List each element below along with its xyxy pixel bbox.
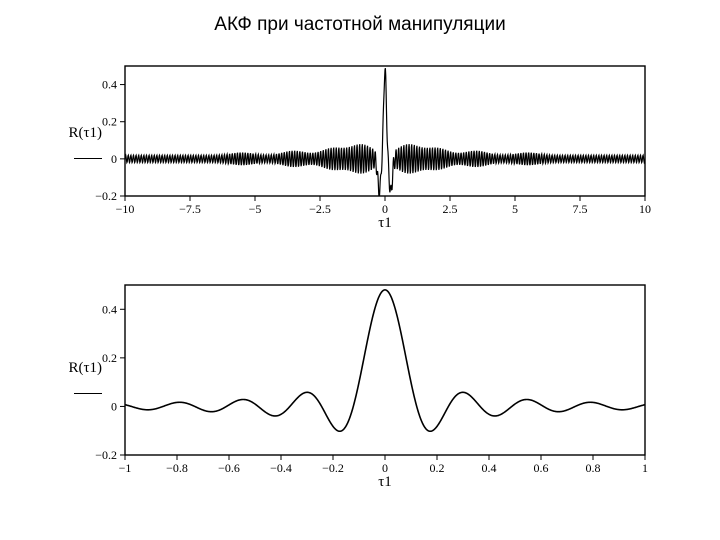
page-title: АКФ при частотной манипуляции xyxy=(0,0,720,40)
xtick-label: 10 xyxy=(639,202,651,216)
ytick-label: −0.2 xyxy=(95,448,117,462)
xtick-label: −0.8 xyxy=(166,461,188,475)
plot-frame xyxy=(125,285,645,455)
xtick-label: 7.5 xyxy=(573,202,588,216)
chart-top: −10 −7.5 −5 −2.5 0 2.5 5 7.5 10 −0.2 0 0.2 0.4 τ1 xyxy=(85,60,653,230)
xtick-label: 0.8 xyxy=(586,461,601,475)
ytick-label: 0.4 xyxy=(102,78,117,92)
xtick-label: 0.2 xyxy=(430,461,445,475)
xtick-label: 1 xyxy=(642,461,648,475)
series-line xyxy=(125,290,645,431)
ytick-label: 0.2 xyxy=(102,351,117,365)
ytick-label: 0.4 xyxy=(102,302,117,316)
plot-frame xyxy=(125,66,645,196)
xtick-label: 0.4 xyxy=(482,461,497,475)
ytick-label: 0 xyxy=(111,152,117,166)
series-line xyxy=(125,68,645,199)
xtick-label: −0.2 xyxy=(322,461,344,475)
xtick-label: 0 xyxy=(382,202,388,216)
xtick-label: −0.6 xyxy=(218,461,240,475)
ytick-label: 0.2 xyxy=(102,115,117,129)
xtick-label: 0.6 xyxy=(534,461,549,475)
xtick-label: −5 xyxy=(249,202,262,216)
xlabel: τ1 xyxy=(378,215,392,230)
xtick-label: −7.5 xyxy=(179,202,201,216)
xtick-label: −1 xyxy=(119,461,132,475)
xtick-label: −2.5 xyxy=(309,202,331,216)
xtick-label: 2.5 xyxy=(443,202,458,216)
xtick-label: 0 xyxy=(382,461,388,475)
xtick-label: −10 xyxy=(116,202,135,216)
xlabel: τ1 xyxy=(378,474,392,489)
ytick-label: −0.2 xyxy=(95,189,117,203)
chart-bottom: −1 −0.8 −0.6 −0.4 −0.2 0 0.2 0.4 0.6 0.8 1 −0.2 0 0.2… xyxy=(85,279,653,489)
ytick-label: 0 xyxy=(111,399,117,413)
xtick-label: 5 xyxy=(512,202,518,216)
xtick-label: −0.4 xyxy=(270,461,292,475)
